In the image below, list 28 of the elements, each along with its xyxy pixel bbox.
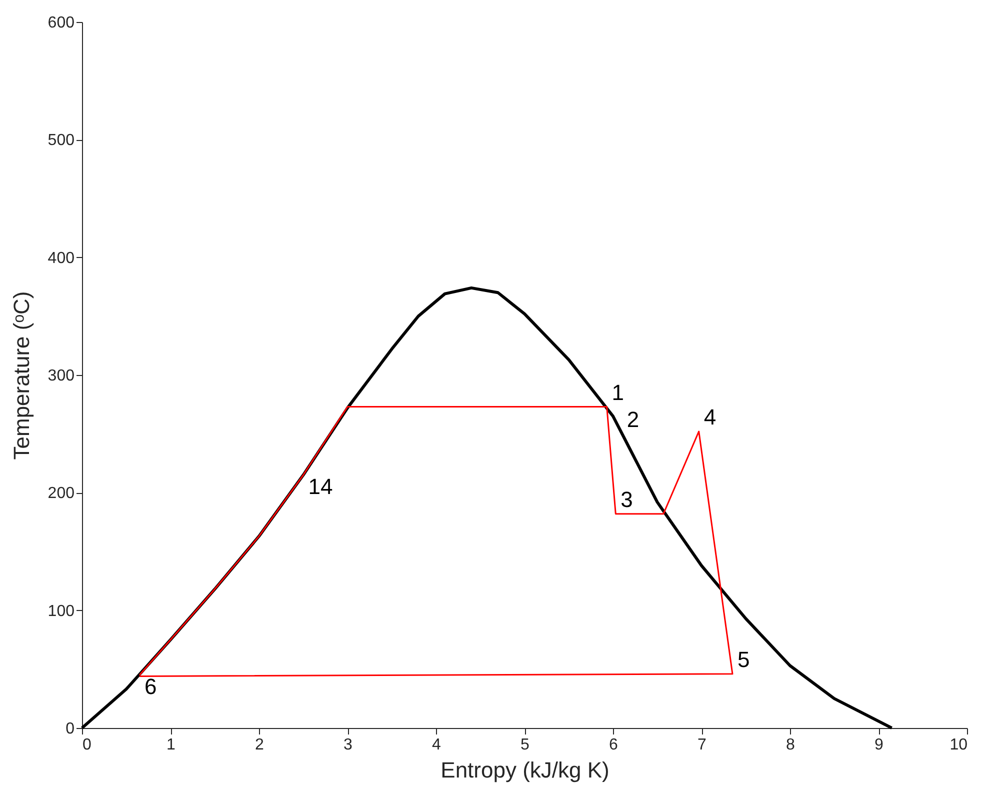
x-tick-label: 10: [950, 736, 968, 754]
x-tick-label: 0: [82, 736, 92, 754]
x-axis-title: Entropy (kJ/kg K): [440, 758, 610, 782]
y-tick-label: 600: [48, 14, 75, 32]
y-axis-title: Temperature (ᵒC): [8, 291, 34, 460]
x-tick-label: 5: [520, 736, 530, 754]
annotation: 3: [620, 486, 633, 512]
y-tick-label: 300: [48, 368, 75, 384]
y-tick-label: 400: [48, 250, 75, 267]
line-series: [138, 406, 734, 677]
x-tick-label: 6: [609, 736, 618, 754]
annotation: 5: [737, 646, 750, 672]
x-tick-label: 3: [344, 736, 353, 754]
annotation: 1: [612, 380, 624, 405]
y-tick-label: 200: [48, 485, 75, 502]
x-tick-label: 7: [698, 736, 707, 754]
x-tick-label: 8: [786, 736, 796, 754]
annotation: 14: [308, 474, 333, 500]
x-tick-label: 9: [874, 736, 884, 754]
x-tick-label: 4: [432, 736, 442, 754]
annotation: 4: [704, 404, 716, 430]
x-tick-label: 1: [166, 736, 176, 754]
annotation: 6: [144, 674, 157, 700]
annotation: 2: [626, 406, 640, 432]
x-tick-label: 2: [255, 736, 264, 754]
y-tick-label: 500: [48, 132, 75, 150]
y-tick-label: 0: [66, 720, 75, 738]
y-tick-label: 100: [48, 602, 75, 620]
